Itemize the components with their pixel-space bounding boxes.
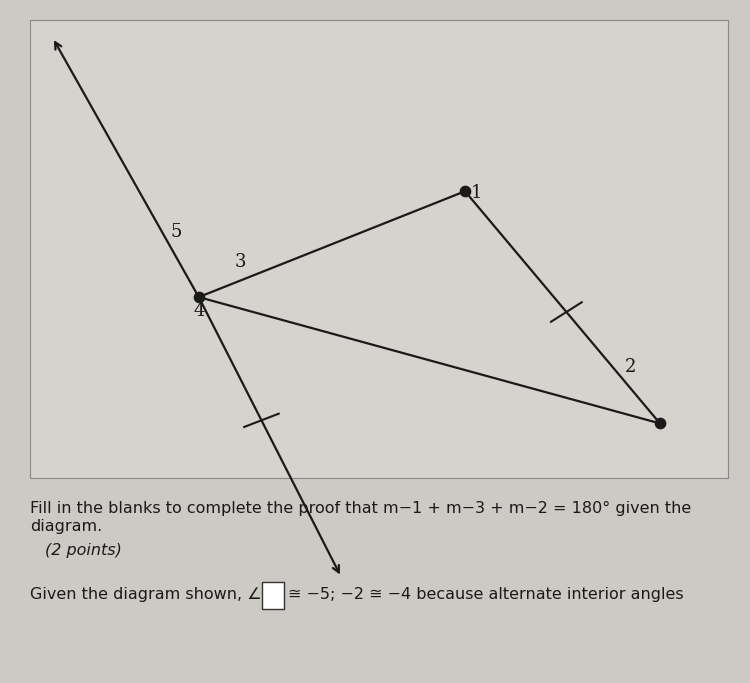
Bar [262, 582, 284, 609]
Text: (2 points): (2 points) [45, 543, 122, 558]
Point [654, 418, 666, 429]
FancyBboxPatch shape [30, 20, 728, 478]
Text: ≅ −5; −2 ≅ −4 because alternate interior angles: ≅ −5; −2 ≅ −4 because alternate interior… [288, 587, 683, 602]
Text: 5: 5 [170, 223, 182, 241]
Text: 1: 1 [470, 184, 482, 201]
Text: Given the diagram shown, ∠: Given the diagram shown, ∠ [30, 587, 262, 602]
Text: 4: 4 [193, 302, 205, 320]
Text: 2: 2 [624, 359, 636, 376]
Point [193, 292, 205, 303]
Text: diagram.: diagram. [30, 519, 102, 534]
Point [459, 186, 471, 197]
Text: 3: 3 [234, 253, 246, 270]
Text: Fill in the blanks to complete the proof that m−1 + m−3 + m−2 = 180° given the: Fill in the blanks to complete the proof… [30, 501, 692, 516]
